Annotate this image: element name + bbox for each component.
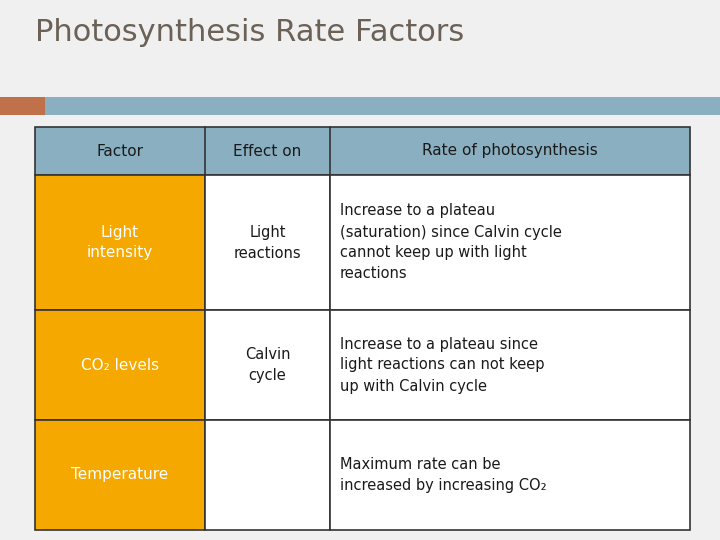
Text: Maximum rate can be
increased by increasing CO₂: Maximum rate can be increased by increas… — [340, 457, 546, 493]
Bar — [205, 420, 330, 530]
Text: Calvin
cycle: Calvin cycle — [245, 347, 290, 383]
Text: Factor: Factor — [96, 144, 143, 159]
Bar — [35, 420, 205, 530]
Text: Effect on: Effect on — [233, 144, 302, 159]
Bar — [205, 310, 330, 420]
Bar — [35, 175, 205, 310]
Bar — [35, 127, 690, 175]
Bar — [45, 97, 720, 115]
Text: Increase to a plateau since
light reactions can not keep
up with Calvin cycle: Increase to a plateau since light reacti… — [340, 336, 544, 394]
Text: Photosynthesis Rate Factors: Photosynthesis Rate Factors — [35, 18, 464, 47]
Bar — [330, 175, 690, 310]
Bar — [205, 175, 330, 310]
Bar — [35, 310, 205, 420]
Bar — [330, 310, 690, 420]
Text: Light
reactions: Light reactions — [234, 225, 301, 260]
Text: Light
intensity: Light intensity — [87, 225, 153, 260]
Bar — [330, 420, 690, 530]
Text: CO₂ levels: CO₂ levels — [81, 357, 159, 373]
Bar — [0, 97, 45, 115]
Text: Rate of photosynthesis: Rate of photosynthesis — [422, 144, 598, 159]
Text: Increase to a plateau
(saturation) since Calvin cycle
cannot keep up with light
: Increase to a plateau (saturation) since… — [340, 204, 562, 281]
Text: Temperature: Temperature — [71, 468, 168, 483]
